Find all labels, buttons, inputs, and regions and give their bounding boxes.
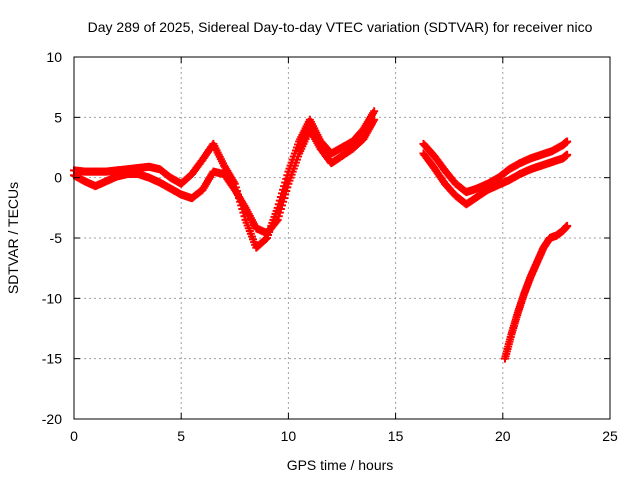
x-axis-label: GPS time / hours bbox=[287, 457, 394, 473]
x-tick-label: 15 bbox=[388, 428, 404, 444]
data-series bbox=[70, 107, 379, 252]
data-series bbox=[70, 115, 379, 238]
y-tick-label: 0 bbox=[54, 170, 62, 186]
y-tick-label: -20 bbox=[42, 411, 62, 427]
data-series bbox=[500, 221, 572, 363]
data-point bbox=[563, 221, 572, 230]
x-tick-label: 0 bbox=[70, 428, 78, 444]
data-point bbox=[370, 107, 379, 116]
y-tick-label: -5 bbox=[50, 230, 63, 246]
data-series bbox=[419, 137, 572, 197]
y-axis-label: SDTVAR / TECUs bbox=[5, 182, 21, 294]
y-tick-label: 5 bbox=[54, 109, 62, 125]
data-point bbox=[272, 217, 281, 226]
data-point bbox=[563, 150, 572, 159]
axis-ticks: 0 5 10 15 20 25 -20 -15 -10 -5 0 5 10 bbox=[42, 49, 618, 444]
x-tick-label: 5 bbox=[177, 428, 185, 444]
x-tick-label: 25 bbox=[602, 428, 618, 444]
y-tick-label: -10 bbox=[42, 290, 62, 306]
data-series bbox=[419, 149, 572, 209]
chart-title: Day 289 of 2025, Sidereal Day-to-day VTE… bbox=[88, 19, 593, 35]
grid-lines bbox=[74, 57, 610, 419]
y-tick-label: 10 bbox=[46, 49, 62, 65]
x-tick-label: 20 bbox=[495, 428, 511, 444]
data-point bbox=[370, 115, 379, 124]
x-tick-label: 10 bbox=[281, 428, 297, 444]
y-tick-label: -15 bbox=[42, 351, 62, 367]
data-point bbox=[563, 137, 572, 146]
data-points bbox=[70, 107, 572, 363]
